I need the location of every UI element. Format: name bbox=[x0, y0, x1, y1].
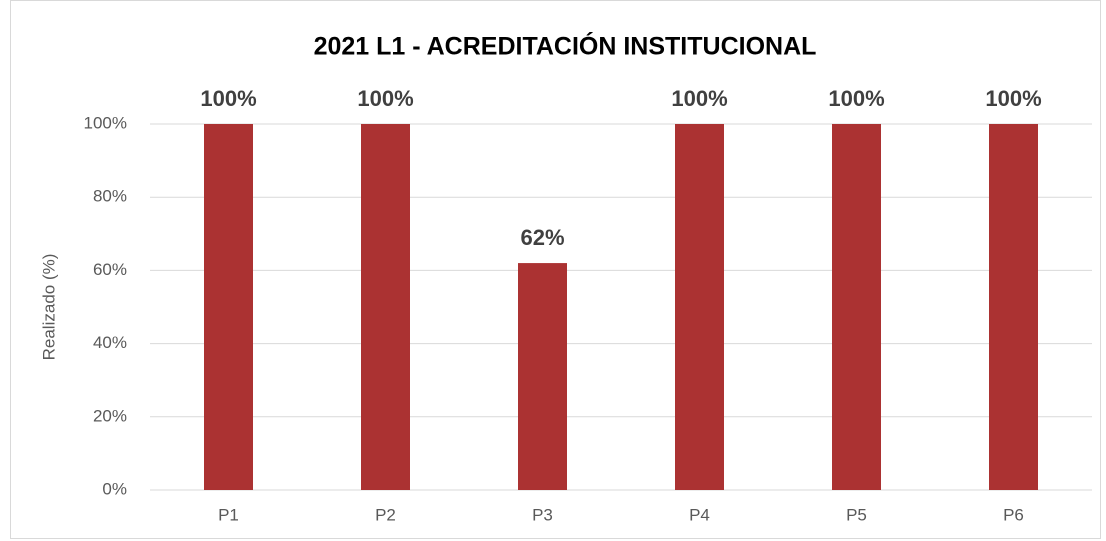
data-label: 100% bbox=[200, 86, 256, 111]
y-tick-label: 60% bbox=[93, 260, 127, 279]
bar bbox=[204, 124, 253, 490]
bar bbox=[989, 124, 1038, 490]
y-tick-label: 20% bbox=[93, 406, 127, 425]
y-tick-label: 40% bbox=[93, 333, 127, 352]
x-tick-label: P2 bbox=[375, 505, 396, 524]
y-axis-label: Realizado (%) bbox=[39, 254, 58, 361]
x-tick-label: P3 bbox=[532, 505, 553, 524]
data-label: 62% bbox=[520, 225, 564, 250]
bar bbox=[675, 124, 724, 490]
x-tick-label: P5 bbox=[846, 505, 867, 524]
y-tick-label: 0% bbox=[102, 479, 127, 498]
chart-border bbox=[10, 0, 1101, 539]
data-label: 100% bbox=[357, 86, 413, 111]
bar bbox=[518, 263, 567, 490]
x-tick-label: P1 bbox=[218, 505, 239, 524]
bar bbox=[361, 124, 410, 490]
data-label: 100% bbox=[671, 86, 727, 111]
data-label: 100% bbox=[985, 86, 1041, 111]
x-tick-label: P6 bbox=[1003, 505, 1024, 524]
x-tick-label: P4 bbox=[689, 505, 710, 524]
bar bbox=[832, 124, 881, 490]
chart-title: 2021 L1 - ACREDITACIÓN INSTITUCIONAL bbox=[314, 31, 817, 61]
data-label: 100% bbox=[828, 86, 884, 111]
y-tick-label: 80% bbox=[93, 187, 127, 206]
y-tick-label: 100% bbox=[84, 113, 127, 132]
